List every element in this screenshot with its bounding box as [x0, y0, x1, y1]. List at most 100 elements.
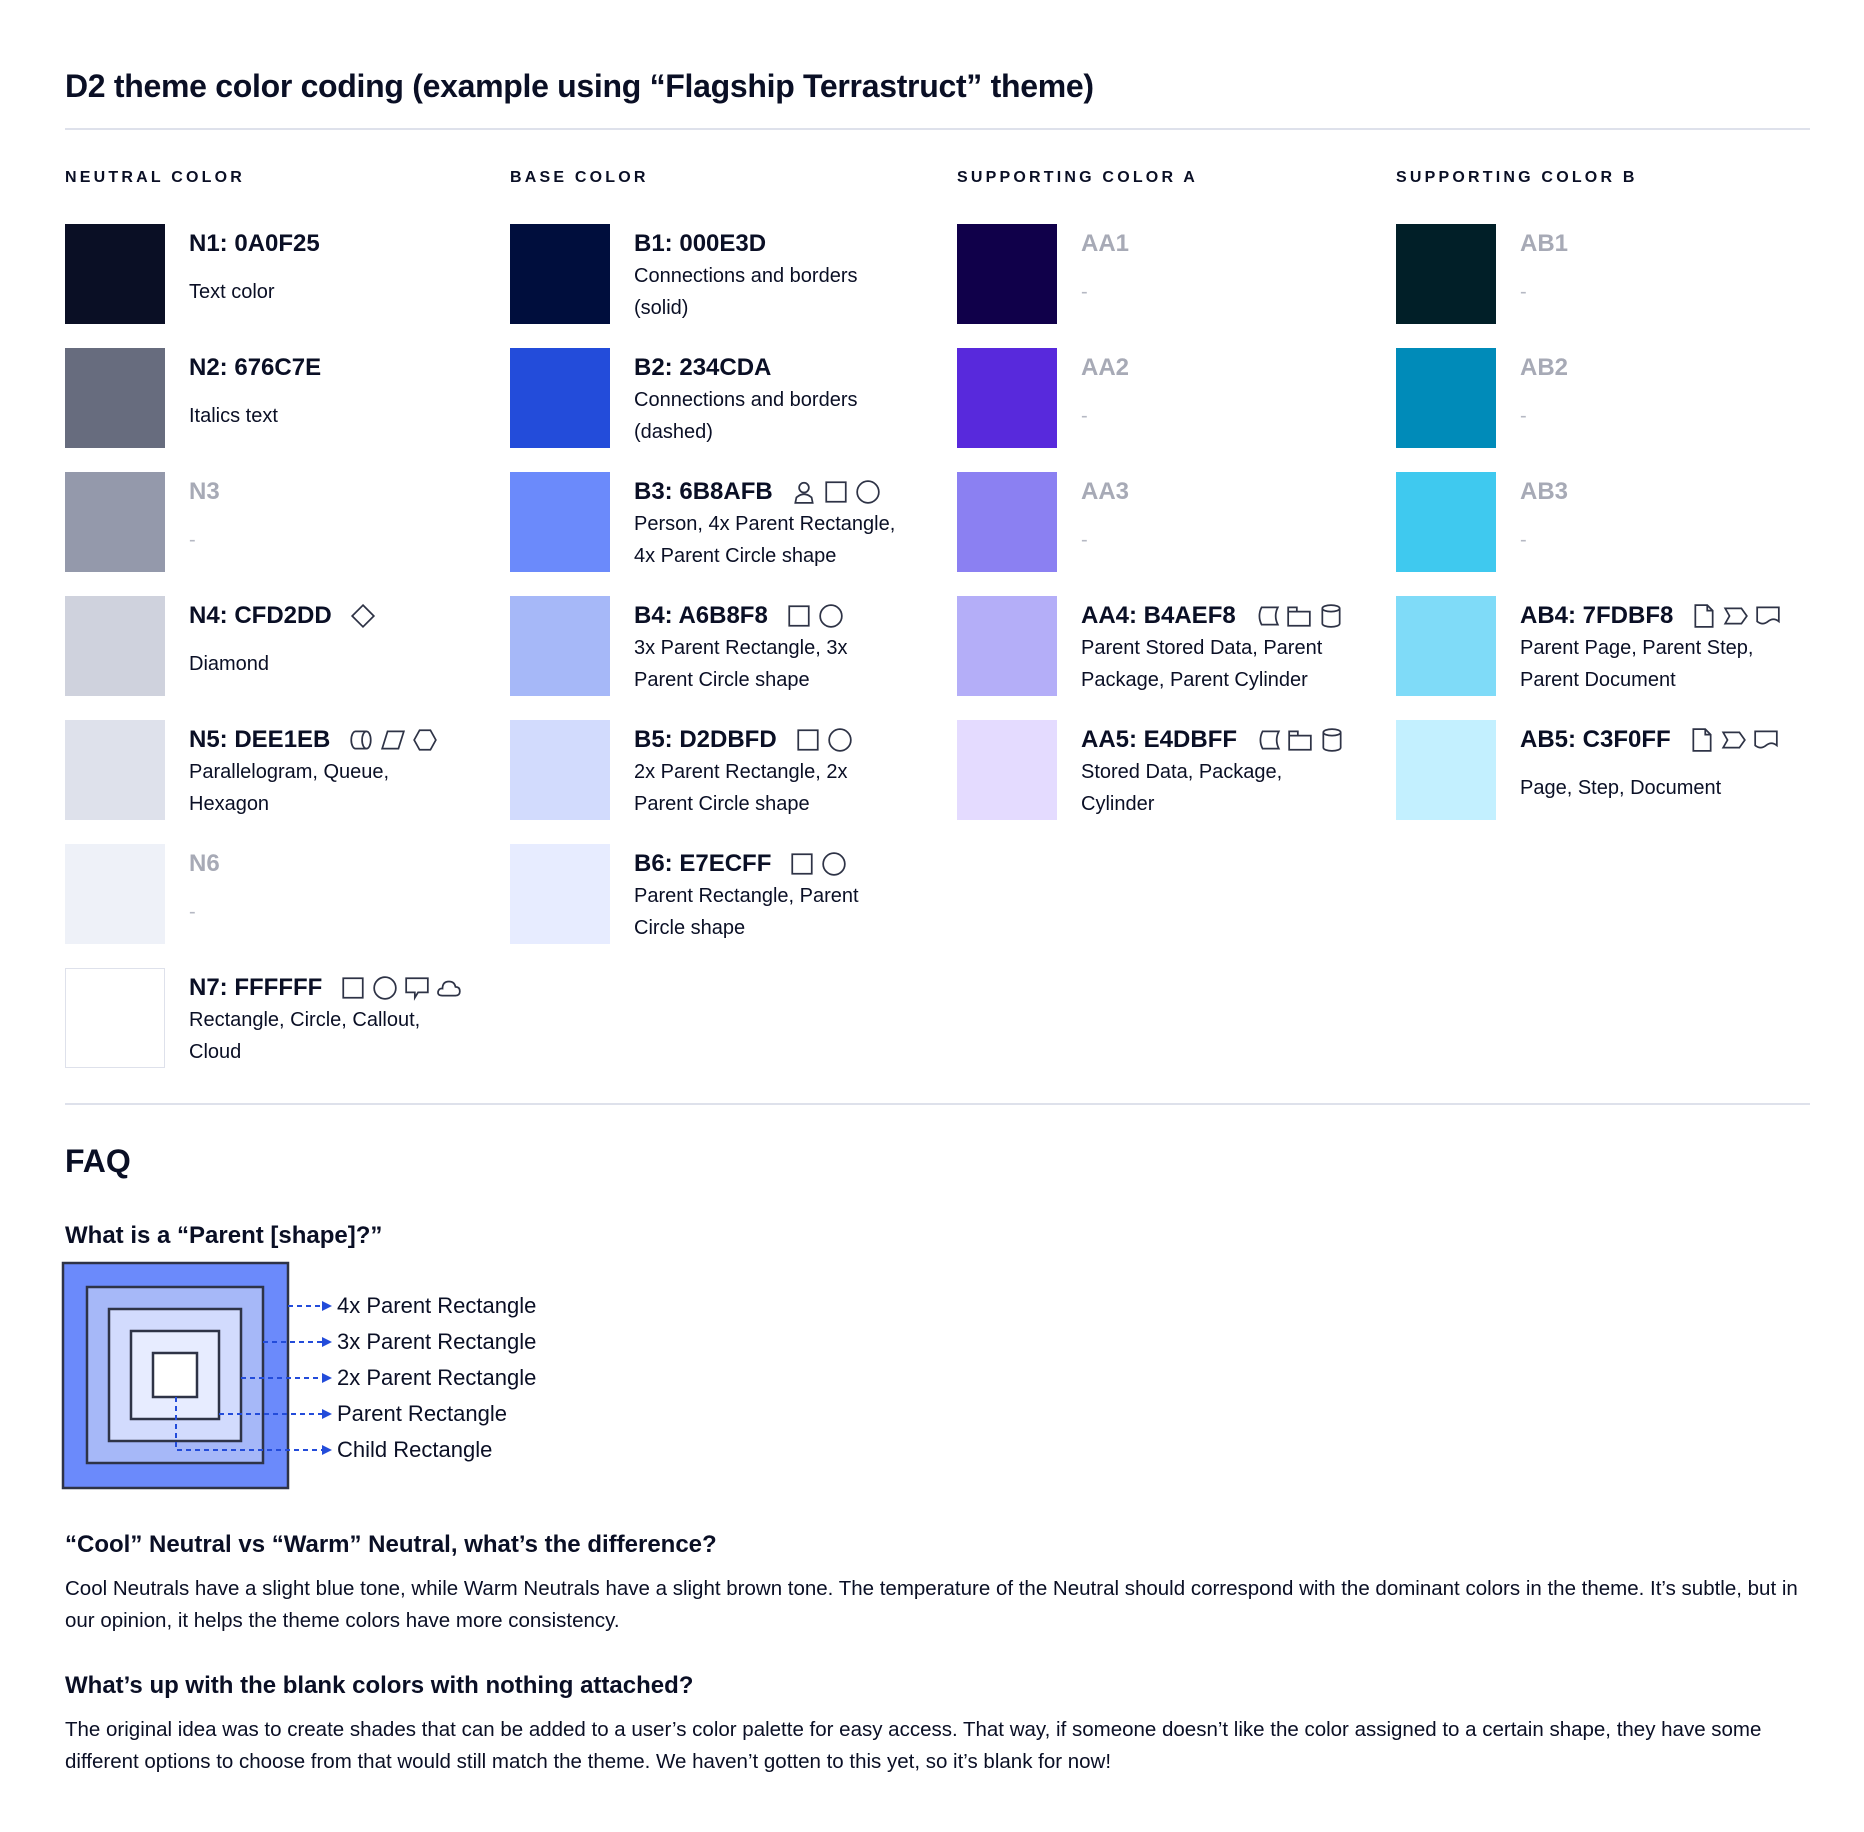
rectangle-icon: [825, 481, 847, 503]
color-swatch: [1396, 348, 1496, 448]
color-label: AB1: [1520, 228, 1840, 260]
diagram-label: 4x Parent Rectangle: [337, 1293, 537, 1318]
color-code: N1: 0A0F25: [189, 230, 320, 257]
usage-line: Person, 4x Parent Rectangle,: [634, 513, 896, 535]
color-code: B3: 6B8AFB: [634, 478, 773, 505]
usage-line: (solid): [634, 297, 689, 319]
usage-line: -: [189, 529, 196, 551]
usage-line: Parent Document: [1520, 669, 1676, 691]
faq-answer-blank-colors: The original idea was to create shades t…: [65, 1718, 1762, 1773]
color-info: AB3 -: [1520, 476, 1840, 556]
color-info: B2: 234CDA Connections and borders (dashed…: [634, 352, 954, 448]
color-label: AA1: [1081, 228, 1401, 260]
shape-icons: [350, 603, 376, 629]
color-code: N4: CFD2DD: [189, 602, 332, 629]
color-usage: Parent Stored Data, Parent Package, Paren…: [1081, 632, 1401, 696]
color-swatch: [65, 348, 165, 448]
color-usage: Parallelogram, Queue, Hexagon: [189, 756, 509, 820]
color-code: AB1: [1520, 230, 1569, 257]
color-code: AA5: E4DBFF: [1081, 726, 1238, 753]
usage-line: Circle shape: [634, 917, 746, 939]
circle-icon: [373, 976, 398, 1000]
callout-icon: [405, 977, 430, 1001]
shape-icons: [1254, 603, 1344, 629]
color-swatch: [510, 472, 610, 572]
color-info: N3 -: [189, 476, 509, 556]
color-usage: Person, 4x Parent Rectangle, 4x Parent Ci…: [634, 508, 954, 572]
color-code: AB2: [1520, 354, 1569, 381]
color-usage: -: [1520, 524, 1840, 556]
usage-line: Cloud: [189, 1041, 242, 1063]
queue-icon: [350, 730, 372, 750]
color-swatch: [510, 224, 610, 324]
color-swatch: [1396, 224, 1496, 324]
person-icon: [793, 481, 814, 504]
color-code: AB5: C3F0FF: [1520, 726, 1671, 753]
usage-line: Parent Stored Data, Parent: [1081, 637, 1323, 659]
usage-line: 2x Parent Rectangle, 2x: [634, 761, 848, 783]
arrowhead-icon: [322, 1301, 332, 1311]
color-info: N2: 676C7E Italics text: [189, 352, 509, 432]
color-info: N5: DEE1EB Parallelogram, Queue, Hexagon: [189, 724, 509, 820]
color-code: AA2: [1081, 354, 1130, 381]
usage-line: 3x Parent Rectangle, 3x: [634, 637, 848, 659]
color-usage: -: [189, 524, 509, 556]
color-usage: -: [1081, 400, 1401, 432]
column-header: SUPPORTING COLOR A: [957, 169, 1199, 186]
color-usage: Stored Data, Package, Cylinder: [1081, 756, 1401, 820]
document-icon: [1753, 730, 1778, 749]
color-info: AB2 -: [1520, 352, 1840, 432]
color-info: N6 -: [189, 848, 509, 928]
usage-line: Parent Rectangle, Parent: [634, 885, 859, 907]
color-code: AB4: 7FDBF8: [1520, 602, 1674, 629]
usage-line: -: [1520, 529, 1527, 551]
color-usage: 3x Parent Rectangle, 3x Parent Circle sha…: [634, 632, 954, 696]
package-icon: [1288, 730, 1312, 751]
color-info: B3: 6B8AFB Person, 4x Parent Rectangle, 4x…: [634, 476, 954, 572]
color-label: B6: E7ECFF: [634, 848, 954, 880]
usage-line: Package, Parent Cylinder: [1081, 669, 1308, 691]
diagram-label: 3x Parent Rectangle: [337, 1329, 537, 1354]
document-icon: [1756, 606, 1781, 625]
faq-answer-cool-warm: Cool Neutrals have a slight blue tone, w…: [65, 1577, 1798, 1632]
page-title: D2 theme color coding (example using “Fl…: [65, 68, 1094, 104]
color-swatch: [510, 348, 610, 448]
color-swatch: [65, 844, 165, 944]
step-icon: [1721, 731, 1746, 749]
usage-line: Connections and borders: [634, 265, 858, 287]
color-code: AA4: B4AEF8: [1081, 602, 1236, 629]
color-swatch: [510, 844, 610, 944]
color-label: AB3: [1520, 476, 1840, 508]
color-label: B3: 6B8AFB: [634, 476, 954, 508]
color-label: AB5: C3F0FF: [1520, 724, 1840, 756]
parallelogram-icon: [381, 730, 406, 750]
color-usage: Diamond: [189, 648, 509, 680]
color-code: AA1: [1081, 230, 1130, 257]
rectangle-icon: [788, 605, 810, 627]
circle-icon: [822, 852, 847, 876]
cylinder-icon: [1322, 728, 1342, 752]
usage-line: -: [1081, 405, 1088, 427]
column-header: NEUTRAL COLOR: [65, 169, 245, 186]
color-label: AB4: 7FDBF8: [1520, 600, 1840, 632]
color-usage: Connections and borders (solid): [634, 260, 954, 324]
color-info: B1: 000E3D Connections and borders (solid): [634, 228, 954, 324]
color-code: N7: FFFFFF: [189, 974, 323, 1001]
color-usage: Text color: [189, 276, 509, 308]
usage-line: Rectangle, Circle, Callout,: [189, 1009, 421, 1031]
shape-icons: [1689, 727, 1779, 753]
color-code: B2: 234CDA: [634, 354, 772, 381]
color-info: AB5: C3F0FF Page, Step, Document: [1520, 724, 1840, 804]
color-swatch: [65, 720, 165, 820]
color-swatch: [957, 720, 1057, 820]
color-info: B5: D2DBFD 2x Parent Rectangle, 2x Parent …: [634, 724, 954, 820]
diagram-label: Parent Rectangle: [337, 1401, 507, 1426]
shape-icons: [1691, 603, 1781, 629]
divider: [65, 128, 1810, 130]
color-usage: 2x Parent Rectangle, 2x Parent Circle sha…: [634, 756, 954, 820]
color-label: B4: A6B8F8: [634, 600, 954, 632]
color-code: N6: [189, 850, 220, 877]
column-header: BASE COLOR: [510, 169, 649, 186]
circle-icon: [827, 728, 852, 752]
usage-line: Hexagon: [189, 793, 270, 815]
